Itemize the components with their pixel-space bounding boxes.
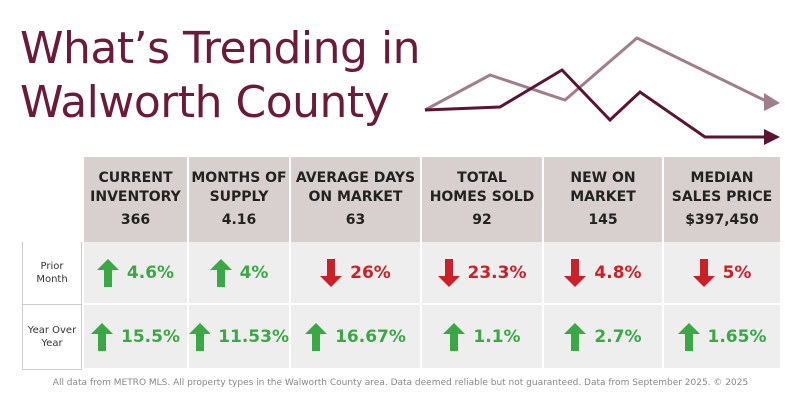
row-label-line: Prior bbox=[40, 261, 64, 272]
cell: 16.67% bbox=[289, 305, 420, 370]
change-value: 1.1% bbox=[473, 326, 521, 347]
arrow-up bbox=[91, 322, 113, 351]
header-label: MONTHS OF bbox=[191, 170, 287, 186]
change-value: 2.7% bbox=[594, 326, 642, 347]
arrow-up bbox=[443, 322, 466, 351]
change-value: 4.6% bbox=[126, 262, 175, 283]
header-label: HOMES SOLD bbox=[429, 189, 535, 205]
arrowhead bbox=[764, 129, 780, 145]
stats-table: CURRENT INVENTORY 366 MONTHS OF SUPPLY 4.16 AV… bbox=[22, 157, 780, 370]
change-value: 5% bbox=[722, 262, 752, 283]
header-label: NEW ON bbox=[570, 170, 636, 186]
arrow-shape bbox=[564, 258, 587, 287]
corner bbox=[22, 157, 82, 242]
trend-line bbox=[424, 68, 768, 139]
row-label-line: Year bbox=[41, 338, 63, 349]
change-value: 11.53% bbox=[218, 326, 289, 347]
header-label: AVERAGE DAYS bbox=[295, 170, 416, 186]
row-label-line: Month bbox=[36, 274, 68, 285]
arrow-shape bbox=[96, 258, 119, 287]
header-value: 366 bbox=[120, 212, 151, 228]
column-header: CURRENT INVENTORY 366 bbox=[82, 157, 187, 242]
change-value: 26% bbox=[350, 262, 391, 283]
arrow-shape bbox=[209, 258, 232, 287]
change-value: 23.3% bbox=[467, 262, 527, 283]
header-value: 63 bbox=[345, 212, 366, 228]
cell: 2.7% bbox=[542, 305, 662, 370]
column-header: TOTAL HOMES SOLD 92 bbox=[420, 157, 542, 242]
cell: 4% bbox=[187, 242, 289, 305]
arrow-shape bbox=[91, 322, 113, 351]
arrow-up bbox=[96, 258, 119, 287]
arrow-shape bbox=[189, 322, 211, 351]
header-label: MEDIAN bbox=[690, 170, 754, 186]
header-label: SUPPLY bbox=[209, 189, 269, 205]
arrow-shape bbox=[443, 322, 466, 351]
arrow-up bbox=[564, 322, 587, 351]
cell: 26% bbox=[289, 242, 420, 305]
header-value: $397,450 bbox=[685, 212, 759, 228]
arrow-shape bbox=[692, 258, 715, 287]
header-label: TOTAL bbox=[457, 170, 507, 186]
cell: 11.53% bbox=[187, 305, 289, 370]
header-value: 92 bbox=[472, 212, 492, 228]
cell: 15.5% bbox=[82, 305, 187, 370]
change-value: 15.5% bbox=[121, 326, 180, 347]
column-header: MEDIAN SALES PRICE $397,450 bbox=[662, 157, 780, 242]
arrow-down bbox=[320, 258, 343, 287]
cell: 1.65% bbox=[662, 305, 780, 370]
arrow-down bbox=[692, 258, 715, 287]
header-value: 145 bbox=[588, 212, 618, 228]
header-label: SALES PRICE bbox=[671, 189, 773, 205]
arrow-down bbox=[564, 258, 587, 287]
decoration bbox=[424, 36, 780, 145]
arrow-up bbox=[677, 322, 700, 351]
arrow-shape bbox=[564, 322, 587, 351]
column-header: NEW ON MARKET 145 bbox=[542, 157, 662, 242]
arrowhead bbox=[764, 93, 780, 111]
header-label: CURRENT bbox=[98, 170, 173, 186]
arrow-shape bbox=[677, 322, 700, 351]
column-header: AVERAGE DAYS ON MARKET 63 bbox=[289, 157, 420, 242]
trend-line bbox=[424, 36, 771, 112]
cell: 23.3% bbox=[420, 242, 542, 305]
row-label: Prior Month bbox=[22, 242, 82, 305]
header-label: ON MARKET bbox=[308, 189, 403, 205]
title: What’s Trending in Walworth County bbox=[20, 22, 421, 130]
cell: 4.8% bbox=[542, 242, 662, 305]
row-label: Year Over Year bbox=[22, 305, 82, 370]
arrow-up bbox=[305, 322, 328, 351]
change-value: 16.67% bbox=[335, 326, 406, 347]
cell: 5% bbox=[662, 242, 780, 305]
arrow-shape bbox=[437, 258, 460, 287]
change-value: 4.8% bbox=[594, 262, 642, 283]
arrow-up bbox=[189, 322, 211, 351]
arrow-shape bbox=[320, 258, 343, 287]
arrow-shape bbox=[305, 322, 328, 351]
header-value: 4.16 bbox=[221, 212, 257, 228]
cell: 1.1% bbox=[420, 305, 542, 370]
footer: All data from METRO MLS. All property ty… bbox=[52, 378, 749, 388]
change-value: 1.65% bbox=[707, 326, 767, 347]
title-line: Walworth County bbox=[20, 77, 390, 128]
title-line: What’s Trending in bbox=[20, 23, 421, 74]
cell: 4.6% bbox=[82, 242, 187, 305]
header-label: INVENTORY bbox=[90, 189, 181, 205]
column-header: MONTHS OF SUPPLY 4.16 bbox=[187, 157, 289, 242]
arrow-down bbox=[437, 258, 460, 287]
change-value: 4% bbox=[239, 262, 269, 283]
arrow-up bbox=[209, 258, 232, 287]
row-label-line: Year Over bbox=[27, 325, 77, 336]
header-label: MARKET bbox=[570, 189, 636, 205]
